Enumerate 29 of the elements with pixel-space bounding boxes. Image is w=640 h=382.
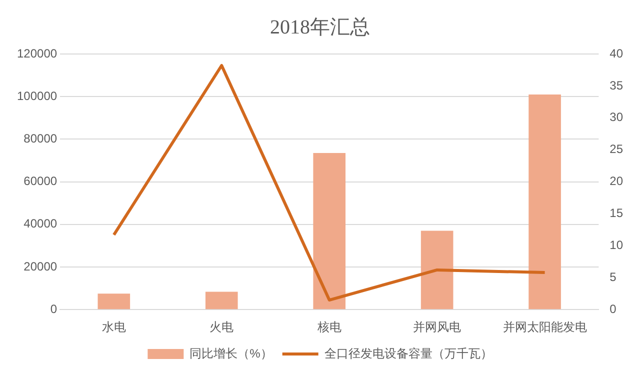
y-tick-label: 40000 — [24, 216, 58, 231]
y2-tick-label: 10 — [610, 238, 624, 252]
y-tick-label: 80000 — [24, 132, 58, 146]
x-tick-label: 并网风电 — [413, 320, 462, 334]
y2-tick-label: 35 — [610, 78, 624, 92]
y2-tick-label: 30 — [610, 110, 624, 124]
y-tick-label: 60000 — [24, 174, 58, 188]
bar — [205, 292, 238, 310]
x-tick-label: 并网太阳能发电 — [502, 320, 587, 334]
bar — [528, 94, 561, 310]
y2-tick-label: 5 — [610, 270, 617, 284]
x-tick-label: 水电 — [102, 320, 126, 334]
y2-tick-label: 25 — [610, 142, 624, 156]
bar — [98, 294, 130, 310]
bar — [313, 153, 346, 310]
y-tick-label: 20000 — [24, 259, 58, 274]
y-tick-label: 0 — [50, 302, 58, 316]
y2-tick-label: 15 — [610, 206, 624, 220]
legend-label: 全口径发电设备容量（万千瓦） — [324, 346, 492, 360]
y2-tick-label: 20 — [610, 174, 624, 188]
y2-tick-label: 0 — [610, 302, 617, 316]
x-tick-label: 核电 — [316, 320, 342, 334]
bar — [420, 230, 454, 310]
y2-tick-label: 40 — [610, 46, 624, 60]
legend-label: 同比增长（%） — [190, 346, 272, 360]
chart-title: 2018年汇总 — [270, 16, 370, 38]
y-tick-label: 120000 — [16, 46, 58, 60]
y-tick-label: 100000 — [16, 88, 58, 103]
x-tick-label: 火电 — [210, 320, 234, 334]
